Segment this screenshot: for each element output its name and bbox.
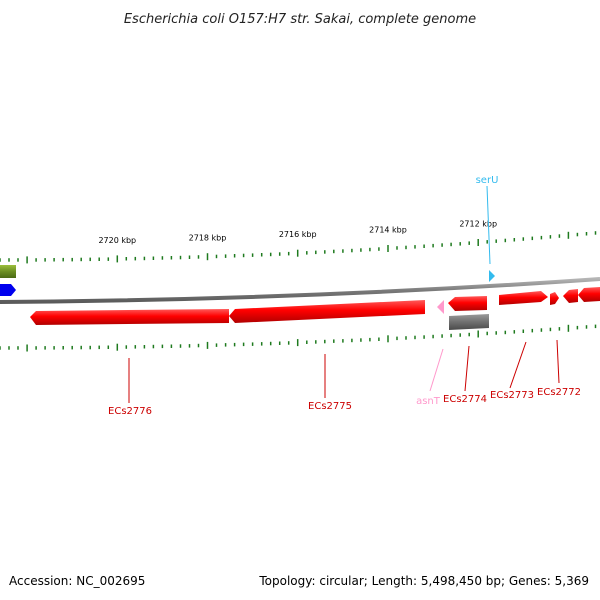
leader-ECs2772 [556,339,560,384]
cds-ECs2773[interactable] [499,291,548,305]
leader-ECs2773 [509,341,527,389]
scale-labels: 2720 kbp 2718 kbp 2716 kbp 2714 kbp 2712 kbp [98,220,497,245]
label-ECs2773[interactable]: ECs2773 [490,390,534,401]
leader-serU [486,185,491,265]
inner-tick-track [0,324,597,352]
scale-tick-label: 2720 kbp [98,236,136,245]
scale-tick-label: 2714 kbp [369,226,407,235]
label-ECs2774[interactable]: ECs2774 [443,394,487,405]
cds-ECs2772[interactable] [550,292,559,305]
scale-tick-label: 2718 kbp [189,234,227,243]
gene-labels: ECs2776 ECs2775 asnT ECs2774 ECs2773 ECs… [108,175,581,417]
label-asnT[interactable]: asnT [416,396,441,407]
feature-olive-block[interactable] [0,265,16,278]
genome-summary: Topology: circular; Length: 5,498,450 bp… [259,574,589,588]
label-serU[interactable]: serU [476,175,499,186]
trna-serU[interactable] [489,270,495,282]
leader-asnT [429,348,444,392]
label-ECs2772[interactable]: ECs2772 [537,387,581,398]
feature-track [0,265,600,330]
scale-tick-label: 2716 kbp [279,230,317,239]
cds-ECs2774[interactable] [448,296,487,311]
map-title: Escherichia coli O157:H7 str. Sakai, com… [124,12,476,27]
cds-unlabeled-1[interactable] [563,289,578,303]
cds-unlabeled-2[interactable] [578,287,600,302]
outer-tick-track [0,231,597,264]
scale-tick-label: 2712 kbp [459,220,497,229]
label-ECs2775[interactable]: ECs2775 [308,401,352,412]
gene-grey-block[interactable] [449,314,489,330]
label-ECs2776[interactable]: ECs2776 [108,406,152,417]
genome-backbone [0,277,600,304]
label-leader-lines [128,185,560,403]
feature-blue-arrow[interactable] [0,284,16,296]
leader-ECs2774 [464,345,470,392]
cds-ECs2775[interactable] [229,300,425,323]
trna-asnT[interactable] [437,300,444,314]
accession-label: Accession: NC_002695 [9,574,146,588]
cds-ECs2776[interactable] [30,309,229,325]
